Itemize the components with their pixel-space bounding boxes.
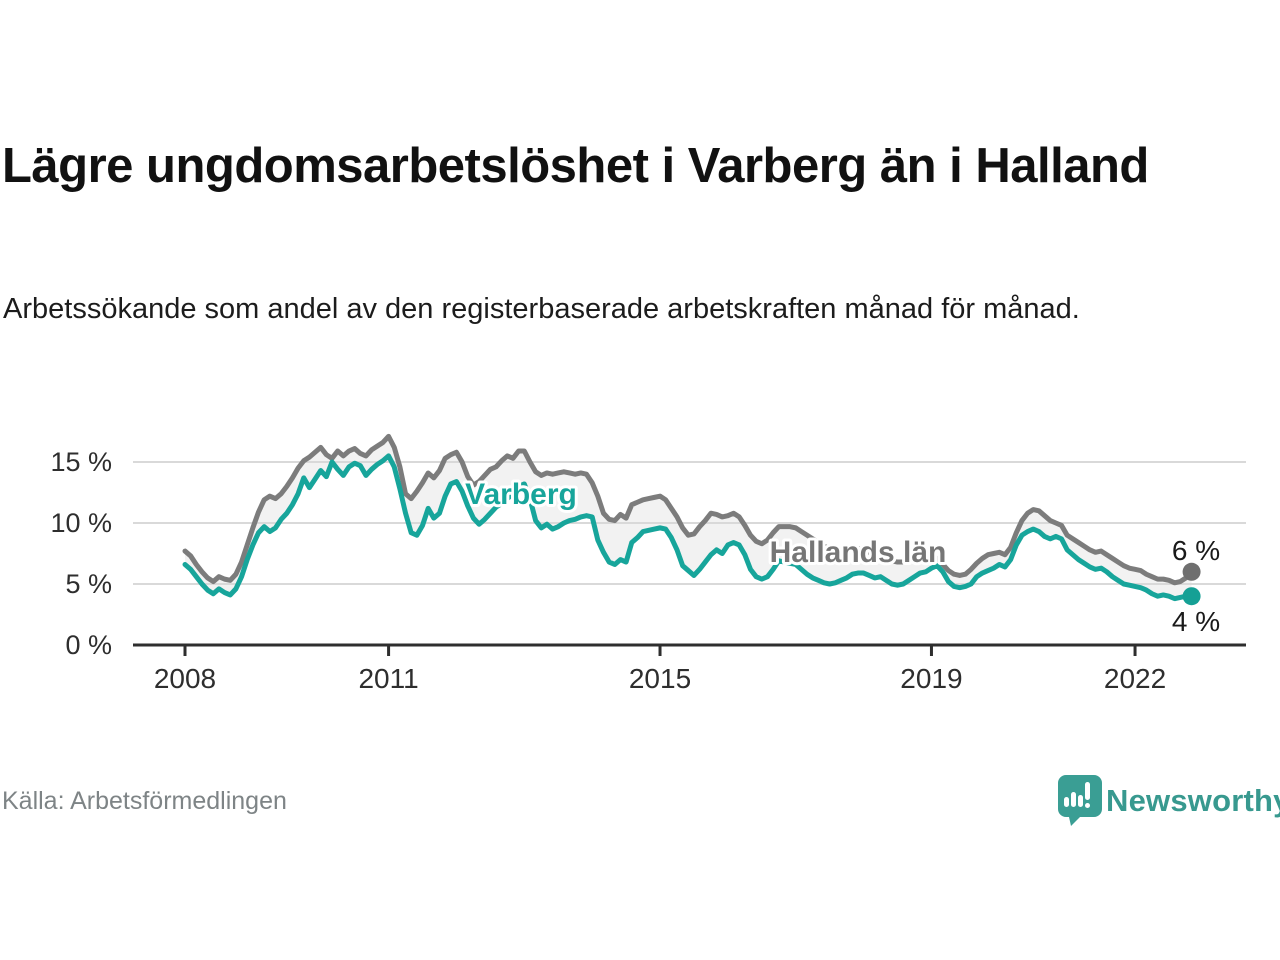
page-title: Lägre ungdomsarbetslöshet i Varberg än i… (2, 139, 1149, 193)
source-note: Källa: Arbetsförmedlingen (2, 787, 287, 815)
hallands-lan-end-dot (1182, 562, 1201, 581)
newsworthy-wordmark: Newsworthy (1106, 783, 1280, 818)
hallands-lan-series-label: Hallands län (770, 536, 947, 569)
x-axis-tick-label: 2019 (900, 663, 962, 694)
y-axis-tick-label: 10 % (50, 508, 112, 538)
series-gap-band (185, 436, 1192, 599)
y-axis-tick-label: 15 % (50, 447, 112, 477)
varberg-line (182, 453, 1195, 602)
y-axis-tick-label: 5 % (65, 569, 112, 599)
newsworthy-logo-icon (1058, 775, 1102, 826)
bar-chart-glyph (1064, 782, 1090, 808)
x-axis-tick-label: 2008 (154, 663, 216, 694)
hallands-lan-end-value-label: 6 % (1172, 535, 1220, 566)
x-axis-tick-label: 2022 (1104, 663, 1166, 694)
varberg-end-value-label: 4 % (1172, 606, 1220, 637)
chart-subtitle: Arbetssökande som andel av den registerb… (3, 293, 1080, 325)
y-axis-tick-label: 0 % (65, 630, 112, 660)
varberg-end-dot (1182, 587, 1201, 606)
hallands-lan-line (182, 433, 1195, 586)
newsworthy-logo (1056, 774, 1102, 831)
varberg-series-label: Varberg (465, 478, 577, 511)
x-axis-tick-label: 2011 (358, 663, 418, 694)
x-axis-tick-label: 2015 (629, 663, 691, 694)
